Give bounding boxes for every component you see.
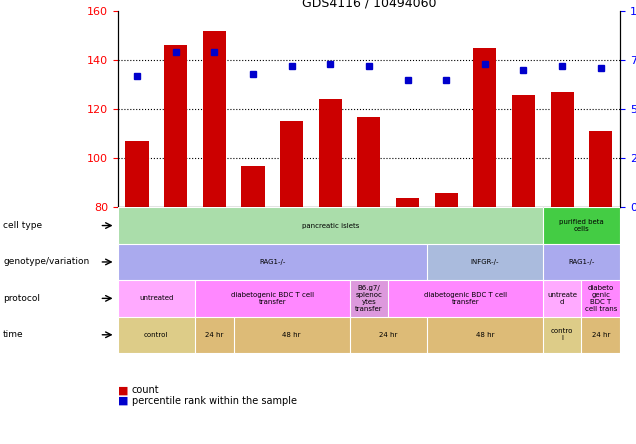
Bar bbox=[434, 193, 458, 207]
Bar bbox=[357, 117, 380, 207]
Title: GDS4116 / 10494060: GDS4116 / 10494060 bbox=[301, 0, 436, 10]
Text: ■: ■ bbox=[118, 396, 128, 406]
Bar bbox=[551, 92, 574, 207]
Bar bbox=[280, 122, 303, 207]
Text: B6.g7/
splenoc
ytes
transfer: B6.g7/ splenoc ytes transfer bbox=[355, 285, 383, 312]
Text: 48 hr: 48 hr bbox=[282, 332, 301, 338]
Text: percentile rank within the sample: percentile rank within the sample bbox=[132, 396, 296, 406]
Text: 24 hr: 24 hr bbox=[591, 332, 610, 338]
Bar bbox=[241, 166, 265, 207]
Text: control: control bbox=[144, 332, 169, 338]
Bar bbox=[203, 31, 226, 207]
Text: protocol: protocol bbox=[3, 294, 40, 303]
Text: untreated: untreated bbox=[139, 295, 174, 301]
Bar bbox=[473, 48, 497, 207]
Text: time: time bbox=[3, 330, 24, 339]
Text: count: count bbox=[132, 385, 159, 396]
Text: pancreatic islets: pancreatic islets bbox=[301, 222, 359, 229]
Text: INFGR-/-: INFGR-/- bbox=[471, 259, 499, 265]
Bar bbox=[319, 99, 342, 207]
Bar bbox=[164, 45, 187, 207]
Bar bbox=[512, 95, 535, 207]
Text: diabetogenic BDC T cell
transfer: diabetogenic BDC T cell transfer bbox=[231, 292, 314, 305]
Text: 24 hr: 24 hr bbox=[379, 332, 398, 338]
Text: purified beta
cells: purified beta cells bbox=[559, 219, 604, 232]
Bar bbox=[396, 198, 419, 207]
Text: 48 hr: 48 hr bbox=[476, 332, 494, 338]
Text: diabetogenic BDC T cell
transfer: diabetogenic BDC T cell transfer bbox=[424, 292, 507, 305]
Text: contro
l: contro l bbox=[551, 328, 573, 341]
Text: cell type: cell type bbox=[3, 221, 43, 230]
Text: 24 hr: 24 hr bbox=[205, 332, 223, 338]
Text: diabeto
genic
BDC T
cell trans: diabeto genic BDC T cell trans bbox=[584, 285, 617, 312]
Bar bbox=[125, 141, 149, 207]
Bar bbox=[589, 131, 612, 207]
Text: RAG1-/-: RAG1-/- bbox=[568, 259, 595, 265]
Text: RAG1-/-: RAG1-/- bbox=[259, 259, 286, 265]
Text: untreate
d: untreate d bbox=[547, 292, 577, 305]
Text: genotype/variation: genotype/variation bbox=[3, 258, 90, 266]
Text: ■: ■ bbox=[118, 385, 128, 396]
